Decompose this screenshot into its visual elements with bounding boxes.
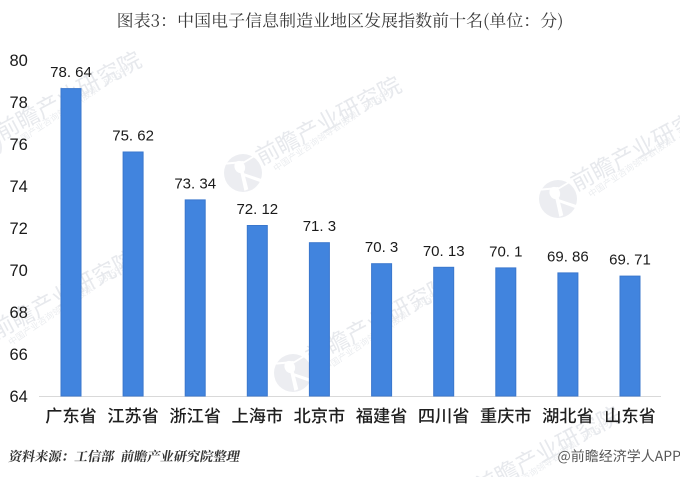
svg-text:72: 72 — [9, 220, 27, 238]
svg-text:80: 80 — [9, 52, 27, 70]
svg-text:70. 13: 70. 13 — [423, 243, 465, 260]
svg-text:74: 74 — [9, 178, 27, 196]
svg-text:75. 62: 75. 62 — [112, 128, 154, 145]
svg-text:70. 1: 70. 1 — [489, 243, 522, 260]
svg-text:70: 70 — [9, 262, 27, 280]
svg-text:66: 66 — [9, 346, 27, 364]
svg-text:71. 3: 71. 3 — [303, 218, 336, 235]
svg-text:72. 12: 72. 12 — [236, 201, 278, 218]
svg-text:68: 68 — [9, 304, 27, 322]
svg-text:70. 3: 70. 3 — [365, 239, 398, 256]
svg-text:69. 71: 69. 71 — [609, 252, 651, 269]
svg-text:73. 34: 73. 34 — [174, 175, 216, 192]
svg-text:78. 64: 78. 64 — [50, 64, 92, 81]
svg-text:69. 86: 69. 86 — [547, 248, 589, 265]
svg-text:76: 76 — [9, 136, 27, 154]
svg-text:64: 64 — [9, 388, 27, 406]
svg-text:78: 78 — [9, 94, 27, 112]
